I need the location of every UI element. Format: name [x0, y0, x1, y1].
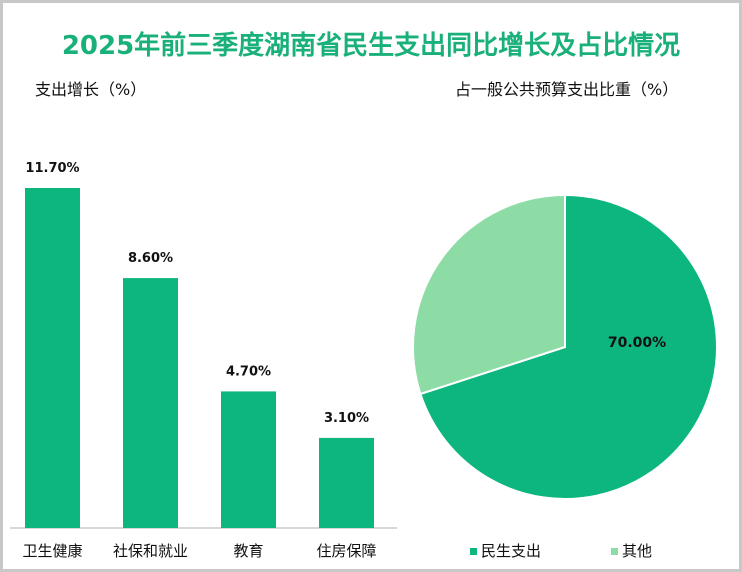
bar-value-label: 8.60%	[128, 251, 173, 266]
legend-label: 其他	[622, 542, 652, 560]
charts-svg: 11.70% 卫生健康 8.60% 社保和就业 4.70% 教育 3.10% 住房保障 70.0…	[10, 161, 718, 560]
bar-chart-title: 支出增长（%）	[35, 80, 147, 99]
bar-value-label: 4.70%	[226, 364, 271, 379]
chart-title: 2025年前三季度湖南省民生支出同比增长及占比情况	[61, 31, 681, 61]
legend-label: 民生支出	[481, 542, 541, 560]
pie-slice	[419, 193, 718, 500]
pie-value-label: 70.00%	[608, 335, 666, 351]
bar	[319, 437, 374, 528]
pie-chart-title: 占一般公共预算支出比重（%）	[455, 80, 679, 99]
category-label: 社保和就业	[113, 542, 188, 560]
bar	[25, 188, 80, 528]
legend-swatch	[470, 548, 477, 555]
bar	[221, 391, 276, 528]
bar	[123, 278, 178, 528]
category-label: 住房保障	[316, 542, 376, 560]
bar-value-label: 3.10%	[324, 411, 369, 426]
category-label: 教育	[233, 542, 263, 560]
pie-slice	[412, 193, 566, 396]
legend-swatch	[611, 548, 618, 555]
category-label: 卫生健康	[22, 542, 82, 560]
bar-value-label: 11.70%	[25, 161, 79, 176]
